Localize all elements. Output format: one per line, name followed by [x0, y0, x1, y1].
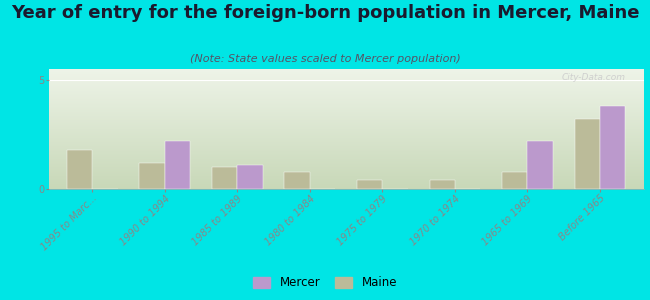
Bar — [430, 180, 455, 189]
Bar — [527, 141, 553, 189]
Text: (Note: State values scaled to Mercer population): (Note: State values scaled to Mercer pop… — [190, 54, 460, 64]
Text: Year of entry for the foreign-born population in Mercer, Maine: Year of entry for the foreign-born popul… — [11, 4, 639, 22]
Bar — [139, 163, 165, 189]
Bar — [285, 172, 310, 189]
Bar — [67, 150, 92, 189]
Bar — [502, 172, 527, 189]
Bar — [600, 106, 625, 189]
Legend: Mercer, Maine: Mercer, Maine — [248, 272, 402, 294]
Bar — [575, 119, 600, 189]
Text: City-Data.com: City-Data.com — [562, 73, 626, 82]
Bar — [212, 167, 237, 189]
Bar — [237, 165, 263, 189]
Bar — [165, 141, 190, 189]
Bar — [357, 180, 382, 189]
